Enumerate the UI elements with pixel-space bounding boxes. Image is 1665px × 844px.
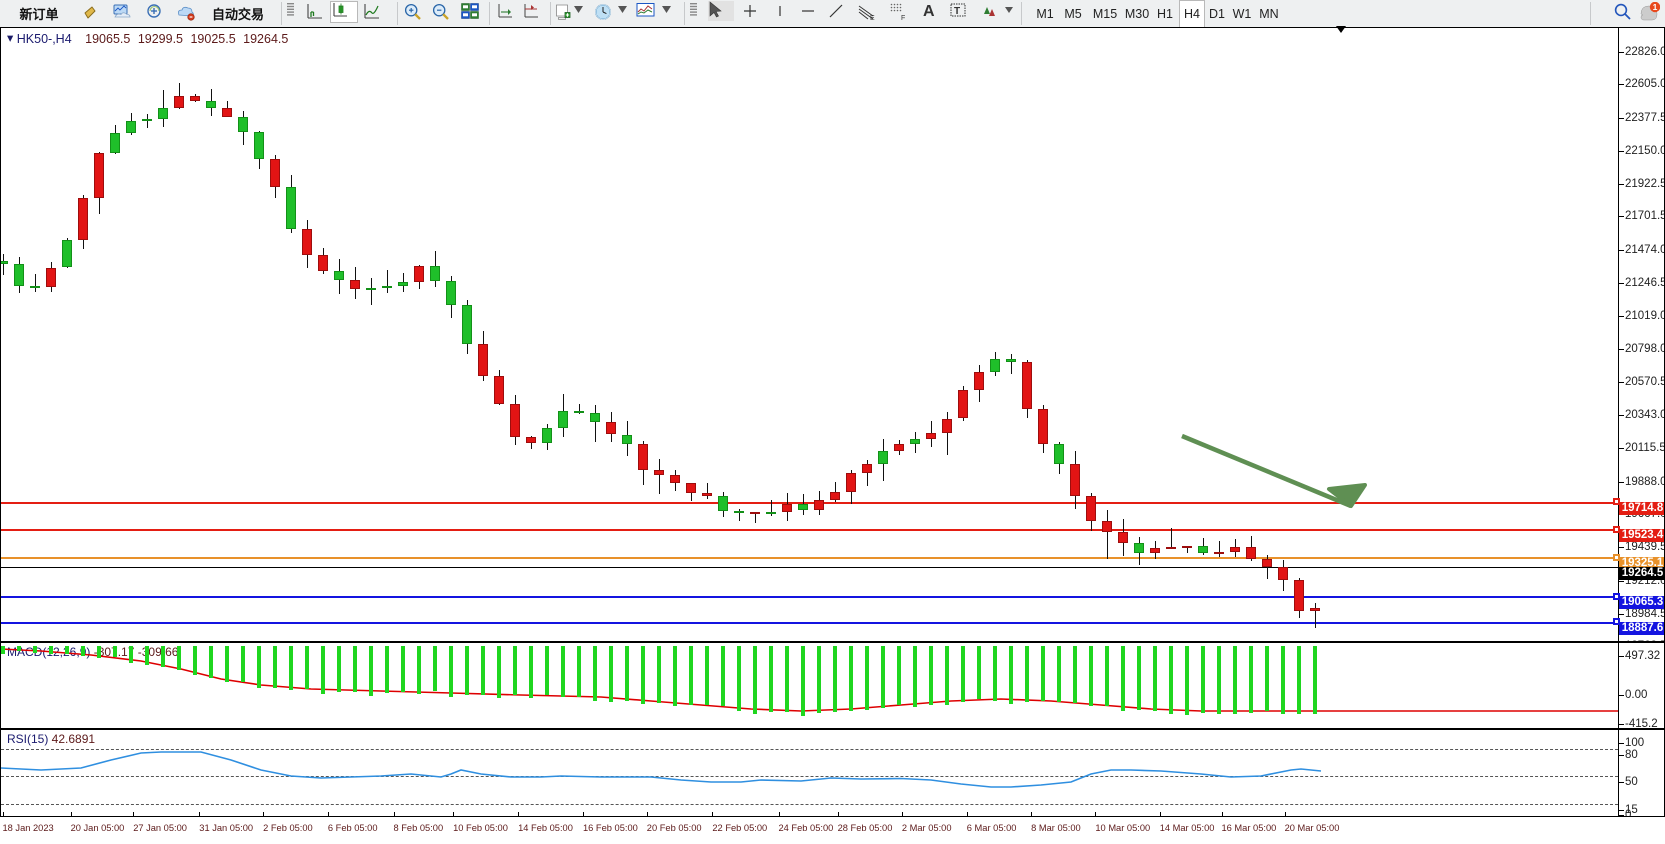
svg-text:1: 1: [1653, 2, 1658, 12]
svg-text:F: F: [901, 15, 905, 21]
svg-text:E: E: [870, 15, 875, 21]
svg-text:T: T: [954, 6, 960, 17]
